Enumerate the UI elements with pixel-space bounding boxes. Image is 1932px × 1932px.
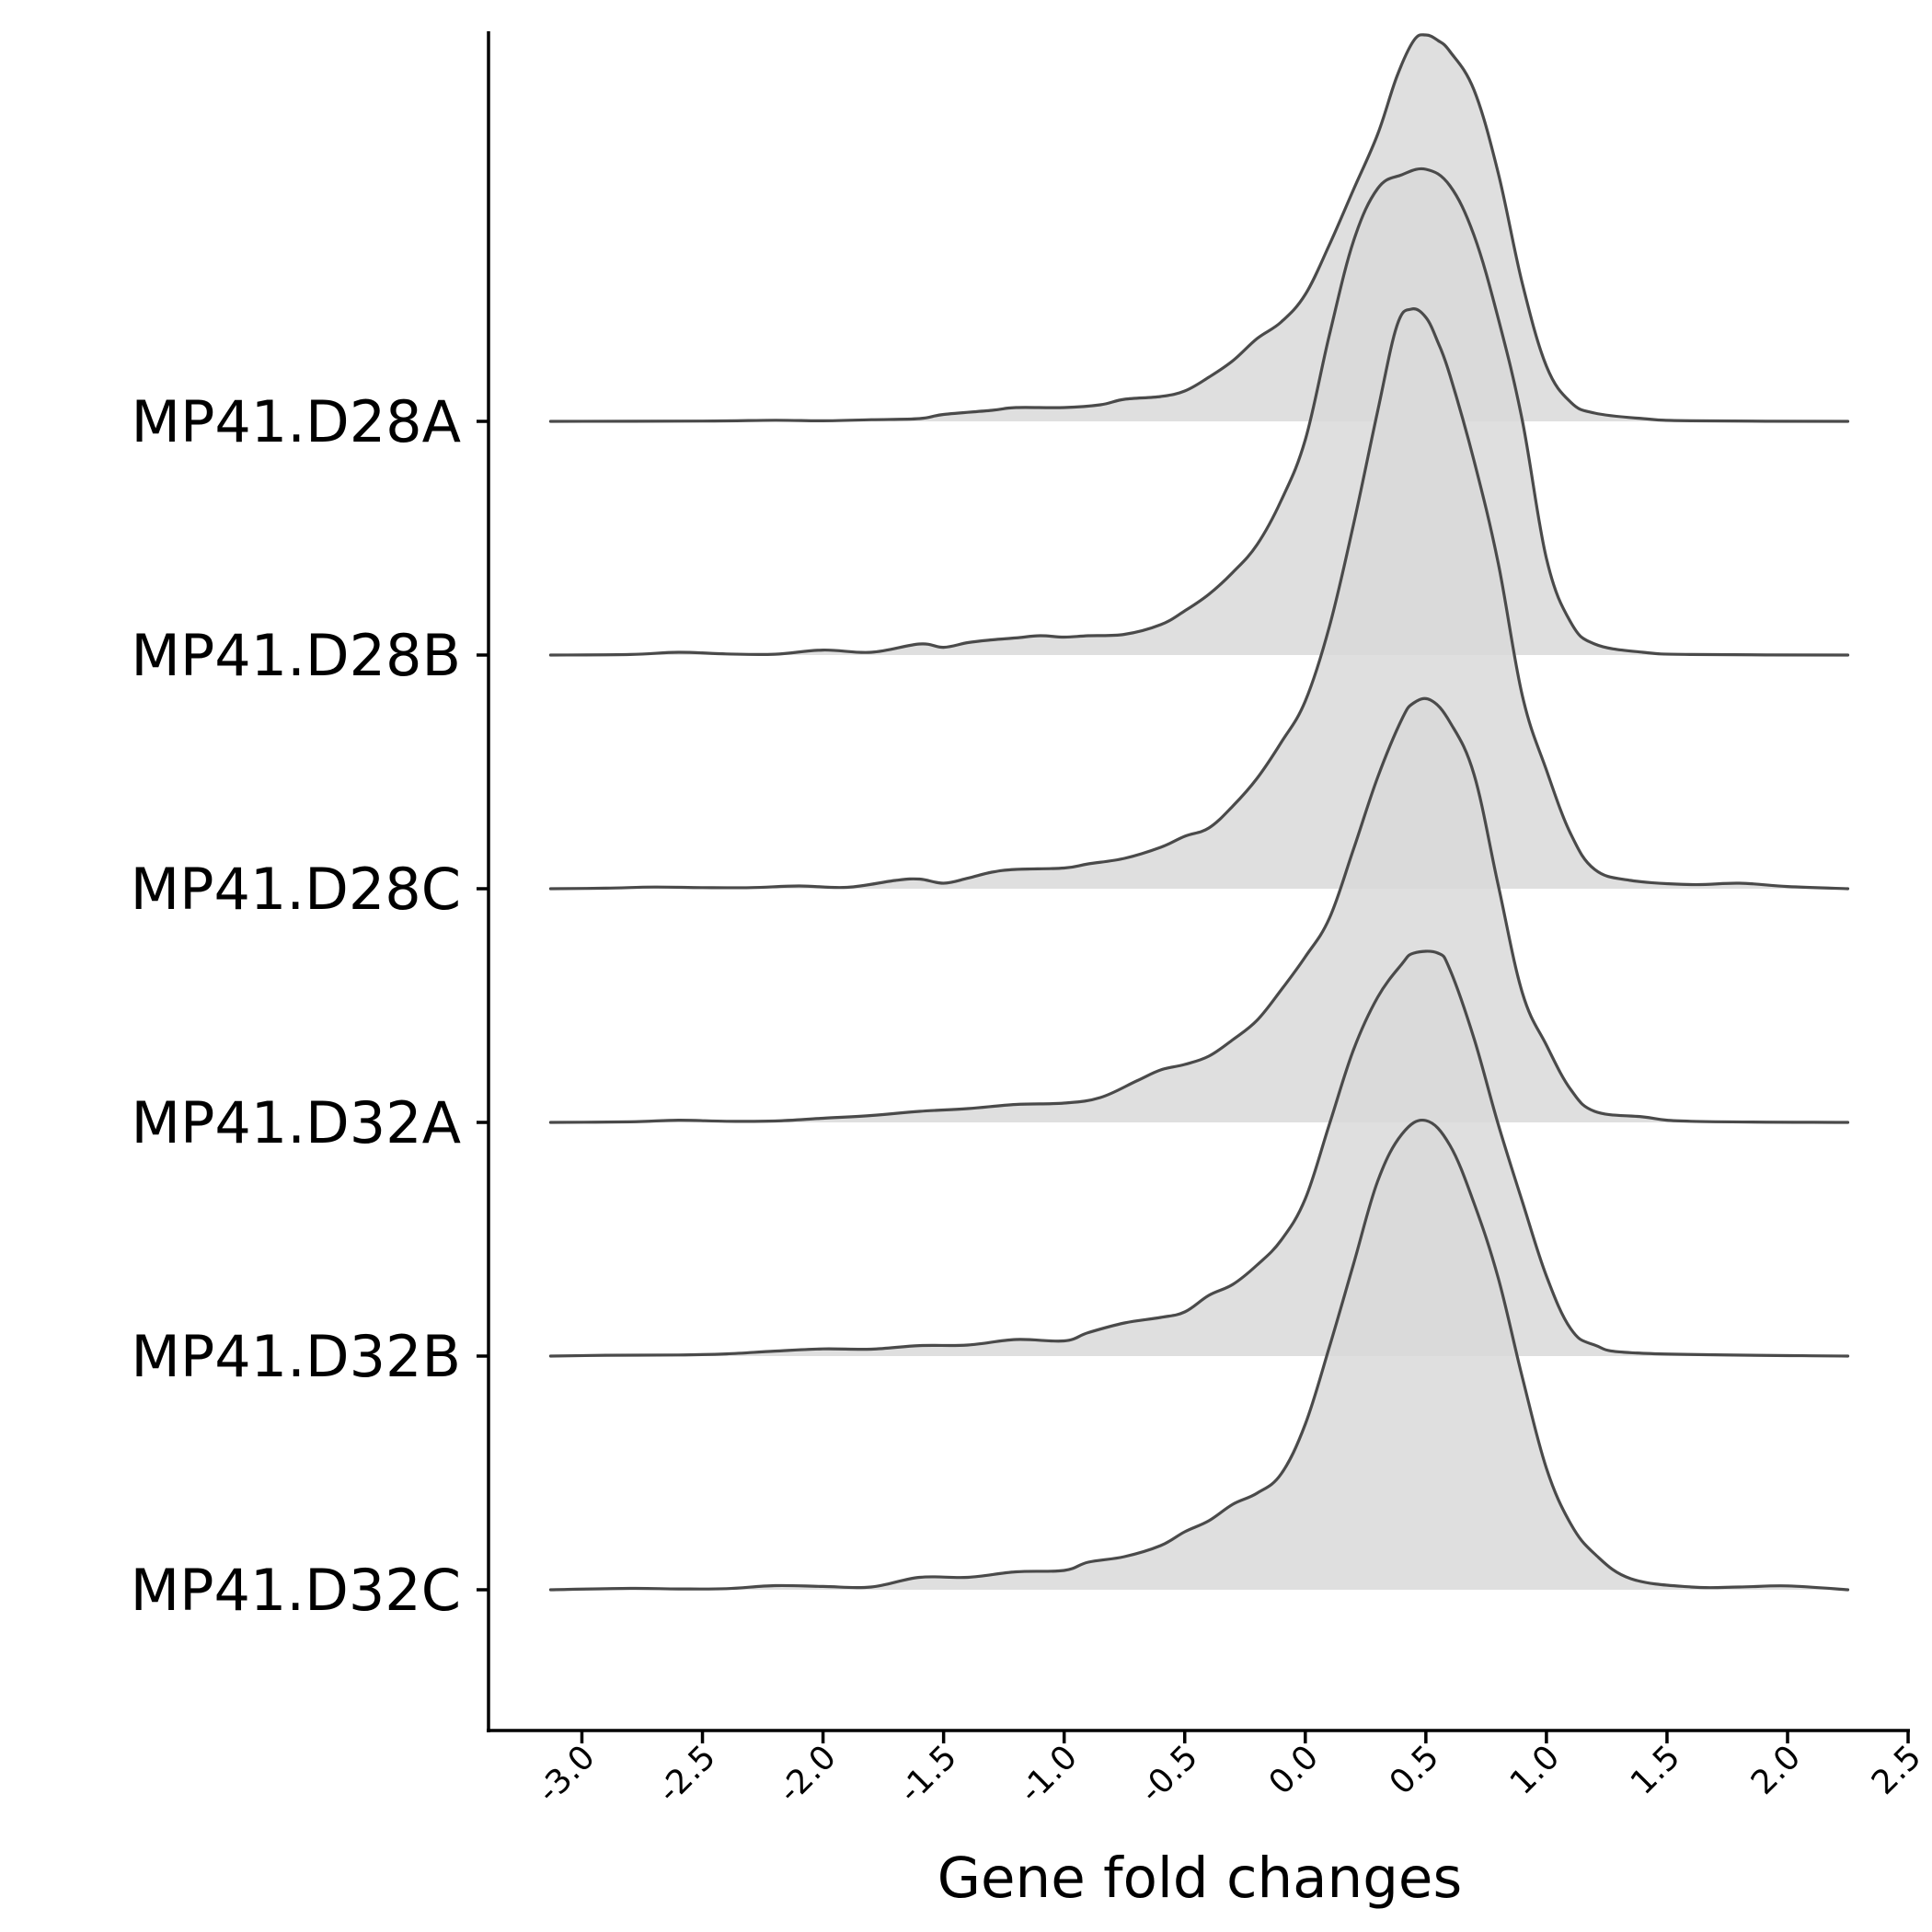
axes-layer <box>487 31 1910 1732</box>
x-axis-title: Gene fold changes <box>937 1846 1463 1911</box>
y-tick-label-mp41-d28b: MP41.D28B <box>131 622 461 689</box>
y-ticks: MP41.D28A MP41.D28B MP41.D28C MP41.D32A MP41… <box>131 388 489 1624</box>
ridge-area-mp41-d32c <box>550 1120 1848 1590</box>
x-tick-label-neg2-0: -2.0 <box>771 1738 844 1811</box>
ridge-line-mp41-d28c <box>548 307 1850 891</box>
ridges-layer <box>548 33 1850 1592</box>
ridge-mp41-d28b <box>548 167 1850 657</box>
x-tick-label-2-0: 2.0 <box>1744 1738 1808 1801</box>
ridge-mp41-d28a <box>548 33 1850 423</box>
ridge-area-mp41-d32b <box>550 950 1848 1356</box>
x-tick-label-neg2-5: -2.5 <box>650 1738 723 1811</box>
x-tick-label-neg1-5: -1.5 <box>891 1738 964 1811</box>
ridge-line-mp41-d32b <box>548 949 1850 1358</box>
ridge-line-mp41-d28a <box>548 33 1850 423</box>
x-tick-label-0-0: 0.0 <box>1262 1738 1326 1801</box>
x-tick-label-2-5: 2.5 <box>1865 1738 1928 1801</box>
x-tick-label-neg1-0: -1.0 <box>1012 1738 1085 1811</box>
y-tick-label-mp41-d28c: MP41.D28C <box>131 856 461 923</box>
ridge-mp41-d32c <box>548 1118 1850 1592</box>
x-tick-label-neg0-5: -0.5 <box>1133 1738 1205 1811</box>
x-tick-label-neg3-0: -3.0 <box>530 1738 603 1811</box>
x-tick-label-1-0: 1.0 <box>1503 1738 1567 1801</box>
ridge-line-mp41-d32a <box>548 696 1850 1124</box>
ridge-line-mp41-d32c <box>548 1118 1850 1592</box>
y-tick-label-mp41-d32c: MP41.D32C <box>131 1557 461 1624</box>
ridge-mp41-d32b <box>548 949 1850 1358</box>
ridge-area-mp41-d28c <box>550 308 1848 889</box>
x-tick-label-0-5: 0.5 <box>1383 1738 1446 1801</box>
ridge-mp41-d28c <box>548 307 1850 891</box>
ridge-area-mp41-d32a <box>550 698 1848 1122</box>
y-tick-label-mp41-d32a: MP41.D32A <box>131 1089 461 1156</box>
ridge-area-mp41-d28b <box>550 168 1848 656</box>
ridge-line-mp41-d28b <box>548 167 1850 657</box>
y-tick-label-mp41-d32b: MP41.D32B <box>131 1323 461 1390</box>
ridge-mp41-d32a <box>548 696 1850 1124</box>
x-ticks: -3.0 -2.5 -2.0 -1.5 -1.0 -0.5 0.0 0.5 1.0 1.5 2.0 2… <box>530 1731 1928 1811</box>
ridge-area-mp41-d28a <box>550 34 1848 421</box>
y-tick-label-mp41-d28a: MP41.D28A <box>131 388 461 455</box>
x-tick-label-1-5: 1.5 <box>1624 1738 1687 1801</box>
